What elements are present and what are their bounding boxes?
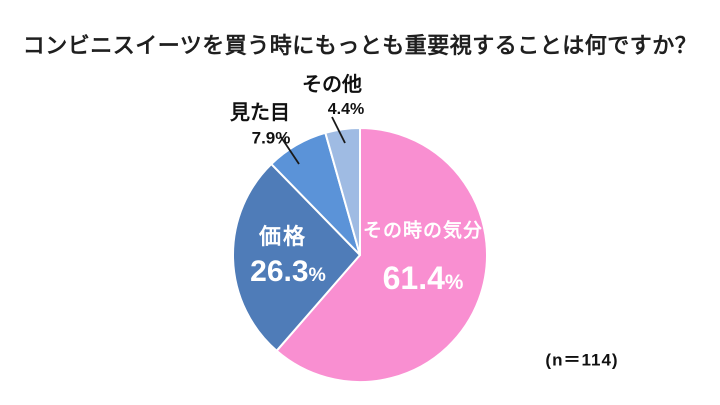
slice-value-appearance: 7.9% (252, 130, 291, 147)
percent-sign: % (308, 264, 326, 286)
slice-label-appearance: 見た目 (230, 102, 290, 124)
pie-slice-3 (324, 127, 361, 256)
pie-slices-group (232, 127, 488, 383)
leader-line-mitame (280, 136, 300, 165)
percent-sign: % (444, 271, 464, 294)
slice-value-mood-number: 61.4 (382, 260, 445, 296)
slice-label-price: 価格 (258, 224, 308, 249)
slice-label-mood: その時の気分 (362, 220, 484, 242)
slice-value-other-number: 4.4 (327, 101, 351, 118)
sample-size-note: (n＝114) (545, 350, 619, 370)
slice-value-other: 4.4% (328, 102, 364, 118)
slice-value-mood: 61.4% (383, 262, 464, 294)
pie-slice-0 (275, 127, 488, 383)
slice-value-price: 26.3% (250, 257, 326, 287)
slice-value-appearance-number: 7.9 (251, 128, 276, 148)
chart-title: コンビニスイーツを買う時にもっとも重要視することは何ですか？ (22, 33, 698, 58)
percent-sign: % (350, 101, 365, 118)
pie-slice-1 (232, 163, 361, 352)
leader-line-sonota (331, 116, 346, 144)
percent-sign: % (275, 128, 291, 148)
slice-value-price-number: 26.3 (250, 255, 309, 288)
slice-label-other: その他 (302, 74, 362, 96)
